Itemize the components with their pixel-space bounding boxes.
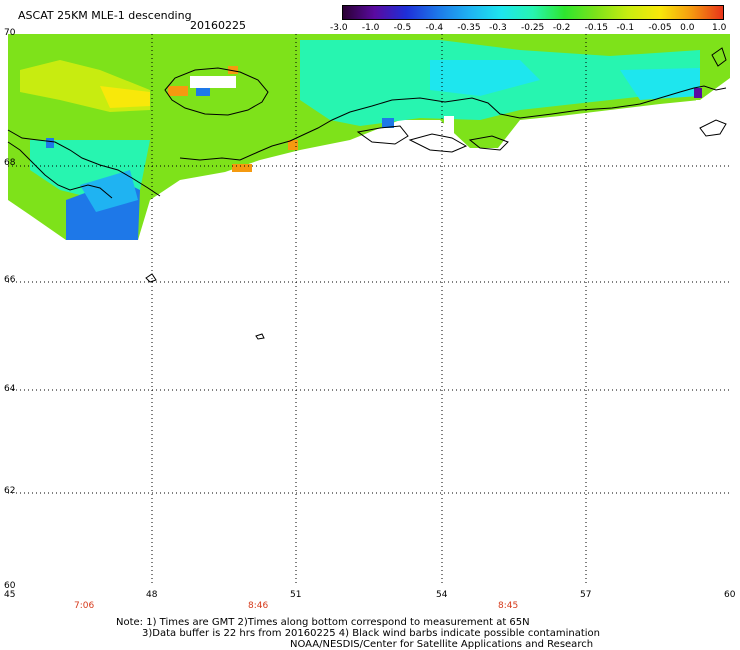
time-label-3: 8:45 [498, 601, 519, 611]
swath-blue-small [382, 118, 394, 128]
swath-orange [228, 66, 238, 74]
colorbar-tick-label: 0.0 [680, 23, 695, 33]
swath-orange [168, 86, 188, 96]
colorbar-tick-label: -0.05 [648, 23, 672, 33]
colorbar [342, 5, 724, 20]
swath-gap [190, 76, 236, 88]
swath-lightblue [80, 170, 138, 212]
colorbar-tick-label: -0.1 [616, 23, 635, 33]
swath-orange [288, 140, 298, 150]
lat-label-68: 68 [4, 158, 16, 168]
lat-label-64: 64 [4, 384, 16, 394]
colorbar-tick-label: -1.0 [361, 23, 380, 33]
lat-lon-grid [8, 34, 730, 585]
colorbar-tick-label: -0.4 [425, 23, 444, 33]
colorbar-tick-label: 1.0 [712, 23, 727, 33]
colorbar-tick-label: -0.2 [552, 23, 571, 33]
colorbar-tick-label: -3.0 [330, 23, 348, 33]
lat-label-60: 60 [4, 581, 16, 591]
lon-label-51: 51 [290, 590, 302, 600]
lon-label-48: 48 [146, 590, 158, 600]
colorbar-tick-label: -0.15 [584, 23, 608, 33]
lon-label-57: 57 [580, 590, 592, 600]
colorbar-tick-label: -0.35 [457, 23, 481, 33]
island-outline [164, 67, 269, 116]
lat-label-70: 70 [4, 28, 16, 38]
coastline [7, 47, 727, 340]
lat-label-62: 62 [4, 486, 16, 496]
note-line-2: 3)Data buffer is 22 hrs from 20160225 4)… [142, 628, 600, 639]
time-label-1: 7:06 [74, 601, 95, 611]
note-line-1: Note: 1) Times are GMT 2)Times along bot… [116, 617, 530, 628]
lon-label-60: 60 [724, 590, 736, 600]
date-label: 20160225 [190, 19, 246, 32]
swath-purple [694, 88, 702, 98]
lat-label-66: 66 [4, 275, 16, 285]
note-line-3: NOAA/NESDIS/Center for Satellite Applica… [290, 639, 594, 650]
product-title: ASCAT 25KM MLE-1 descending [18, 9, 192, 22]
lon-label-54: 54 [436, 590, 448, 600]
swath-orange [232, 164, 252, 172]
swath-yellow [100, 86, 150, 108]
time-label-2: 8:46 [248, 601, 269, 611]
swath-blue-small [46, 138, 54, 148]
data-swath [8, 34, 730, 240]
lon-label-45: 45 [4, 590, 16, 600]
swath-gap [444, 116, 454, 150]
colorbar-tick-label: -0.5 [393, 23, 412, 33]
swath-cyan [430, 60, 540, 96]
colorbar-tick-label: -0.25 [521, 23, 545, 33]
swath-blue-small [196, 86, 210, 96]
colorbar-tick-label: -0.3 [489, 23, 507, 33]
